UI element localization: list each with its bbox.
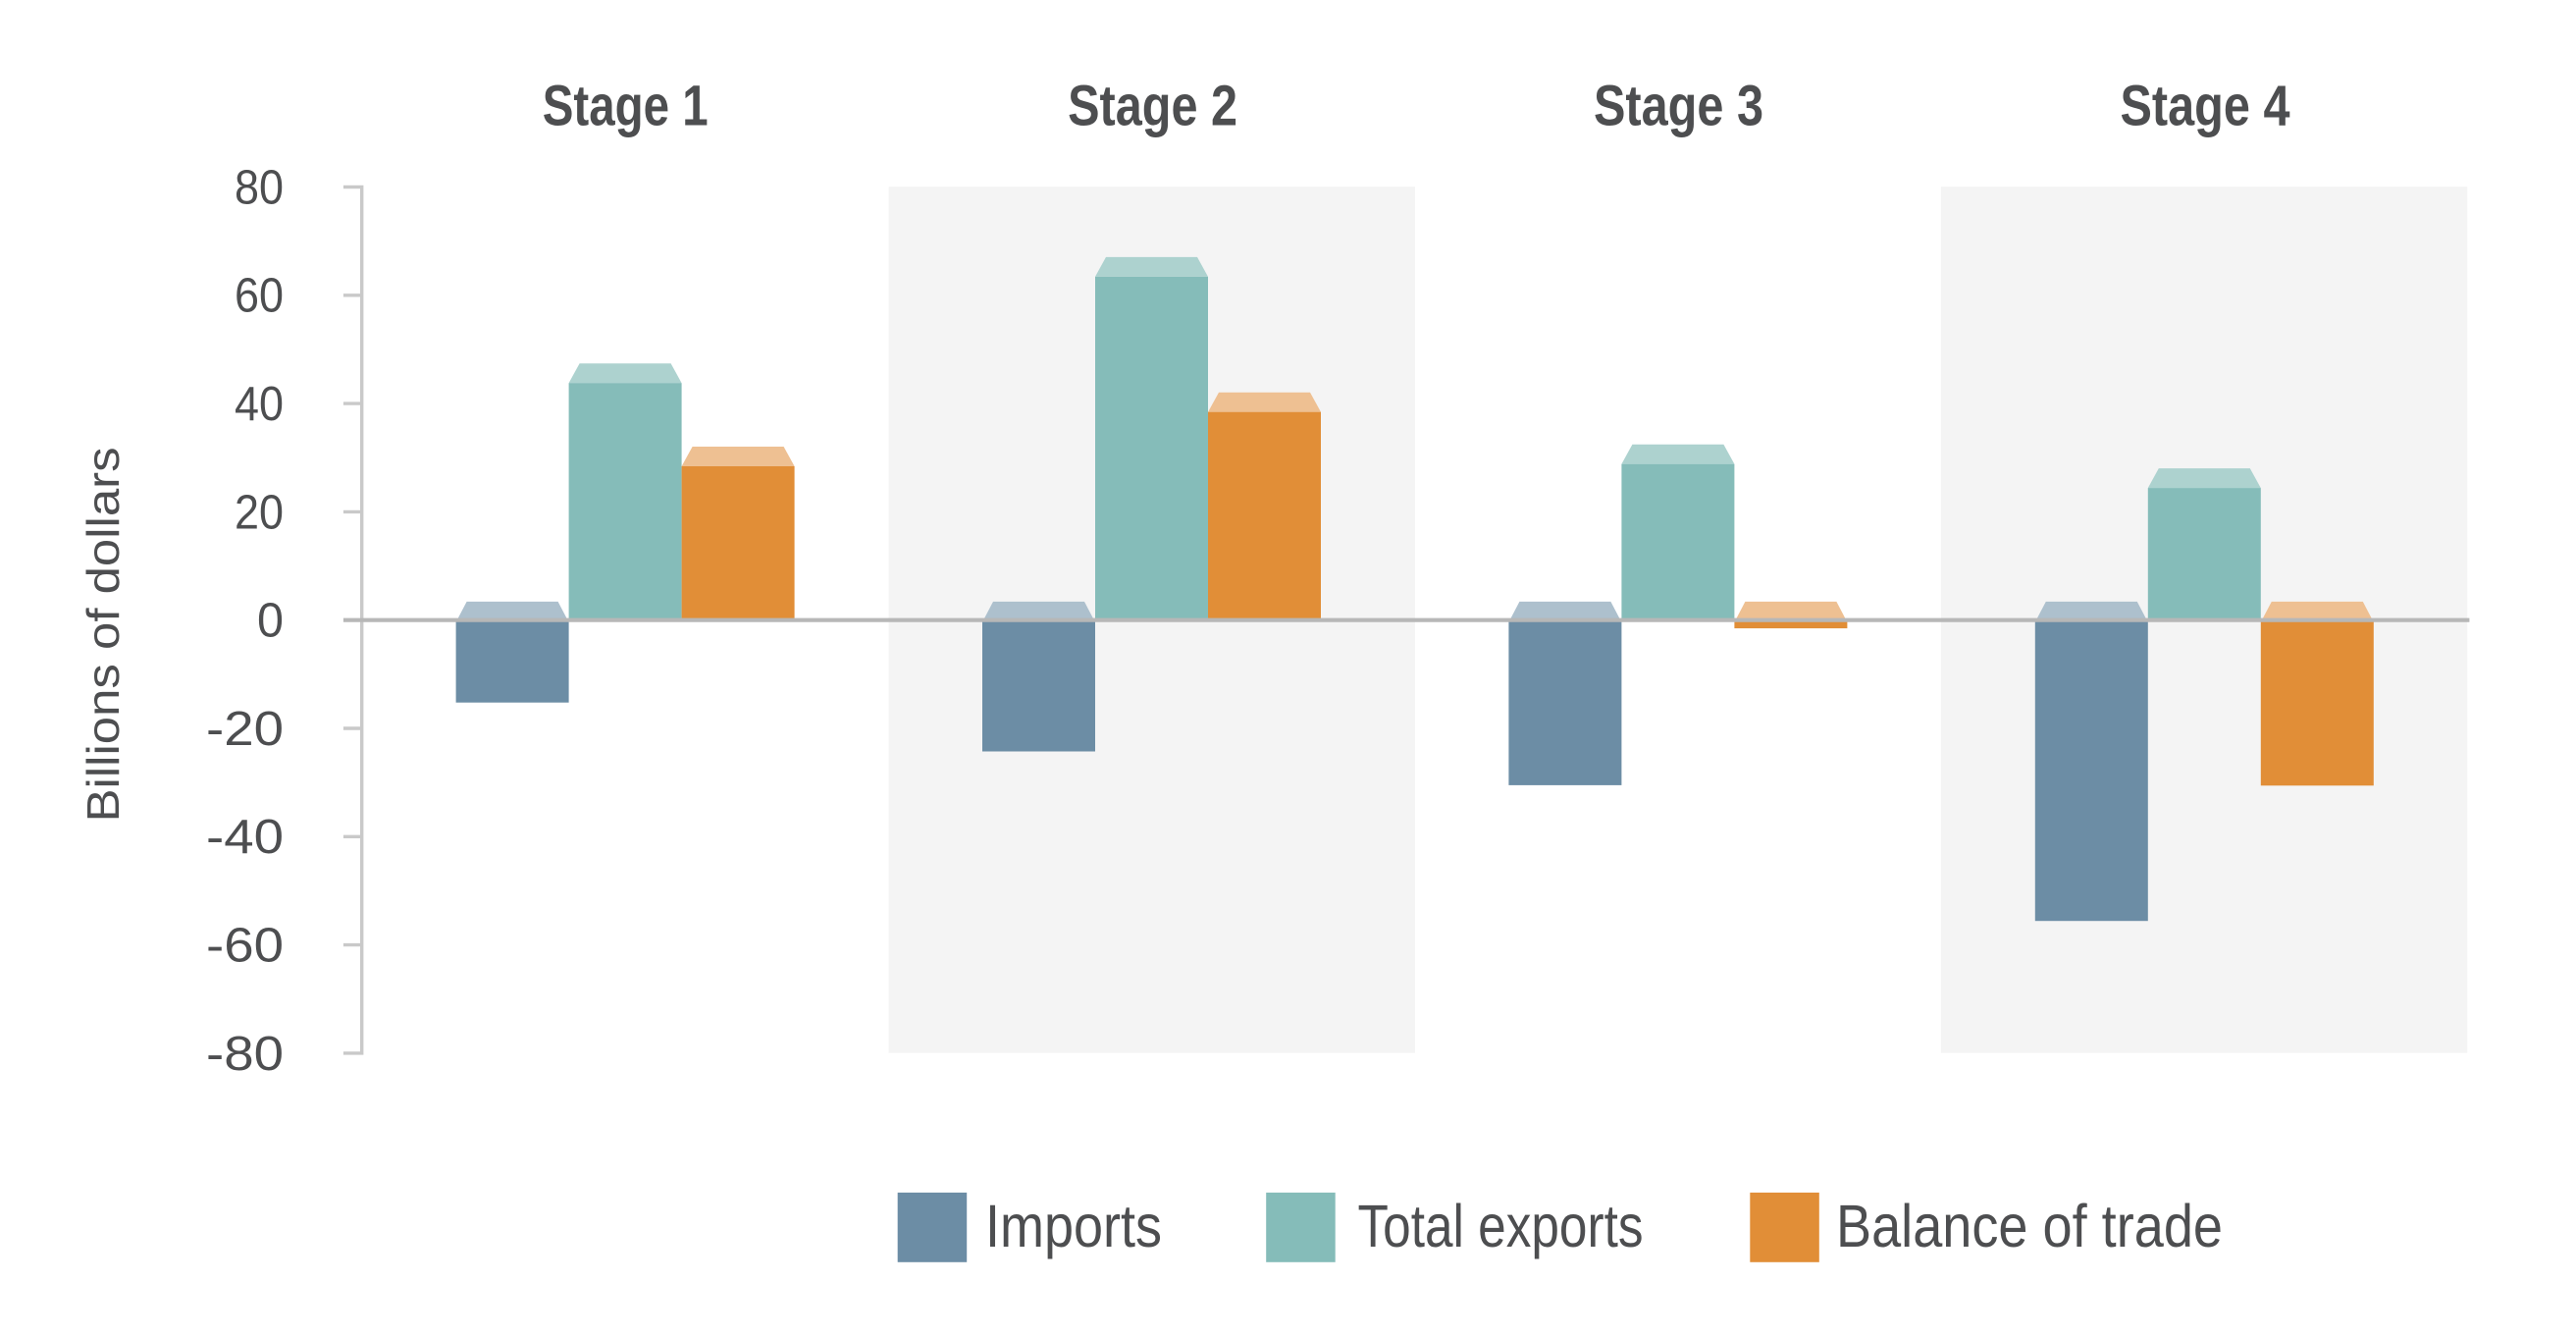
- svg-text:-20: -20: [206, 703, 284, 756]
- svg-text:80: 80: [235, 161, 284, 214]
- svg-text:Imports: Imports: [985, 1193, 1162, 1259]
- svg-text:Stage 1: Stage 1: [543, 74, 709, 137]
- svg-text:Billions of dollars: Billions of dollars: [78, 447, 129, 822]
- svg-text:-60: -60: [206, 920, 284, 973]
- svg-text:Stage 2: Stage 2: [1068, 74, 1237, 137]
- svg-text:Balance of trade: Balance of trade: [1836, 1193, 2223, 1259]
- svg-text:40: 40: [235, 378, 284, 431]
- svg-text:60: 60: [235, 270, 284, 323]
- svg-text:Stage 3: Stage 3: [1594, 74, 1763, 137]
- svg-text:-40: -40: [206, 811, 284, 864]
- svg-text:0: 0: [257, 595, 284, 648]
- svg-text:-80: -80: [206, 1028, 284, 1081]
- svg-text:Total exports: Total exports: [1358, 1193, 1644, 1259]
- svg-text:20: 20: [235, 486, 284, 539]
- svg-text:Stage 4: Stage 4: [2121, 74, 2290, 137]
